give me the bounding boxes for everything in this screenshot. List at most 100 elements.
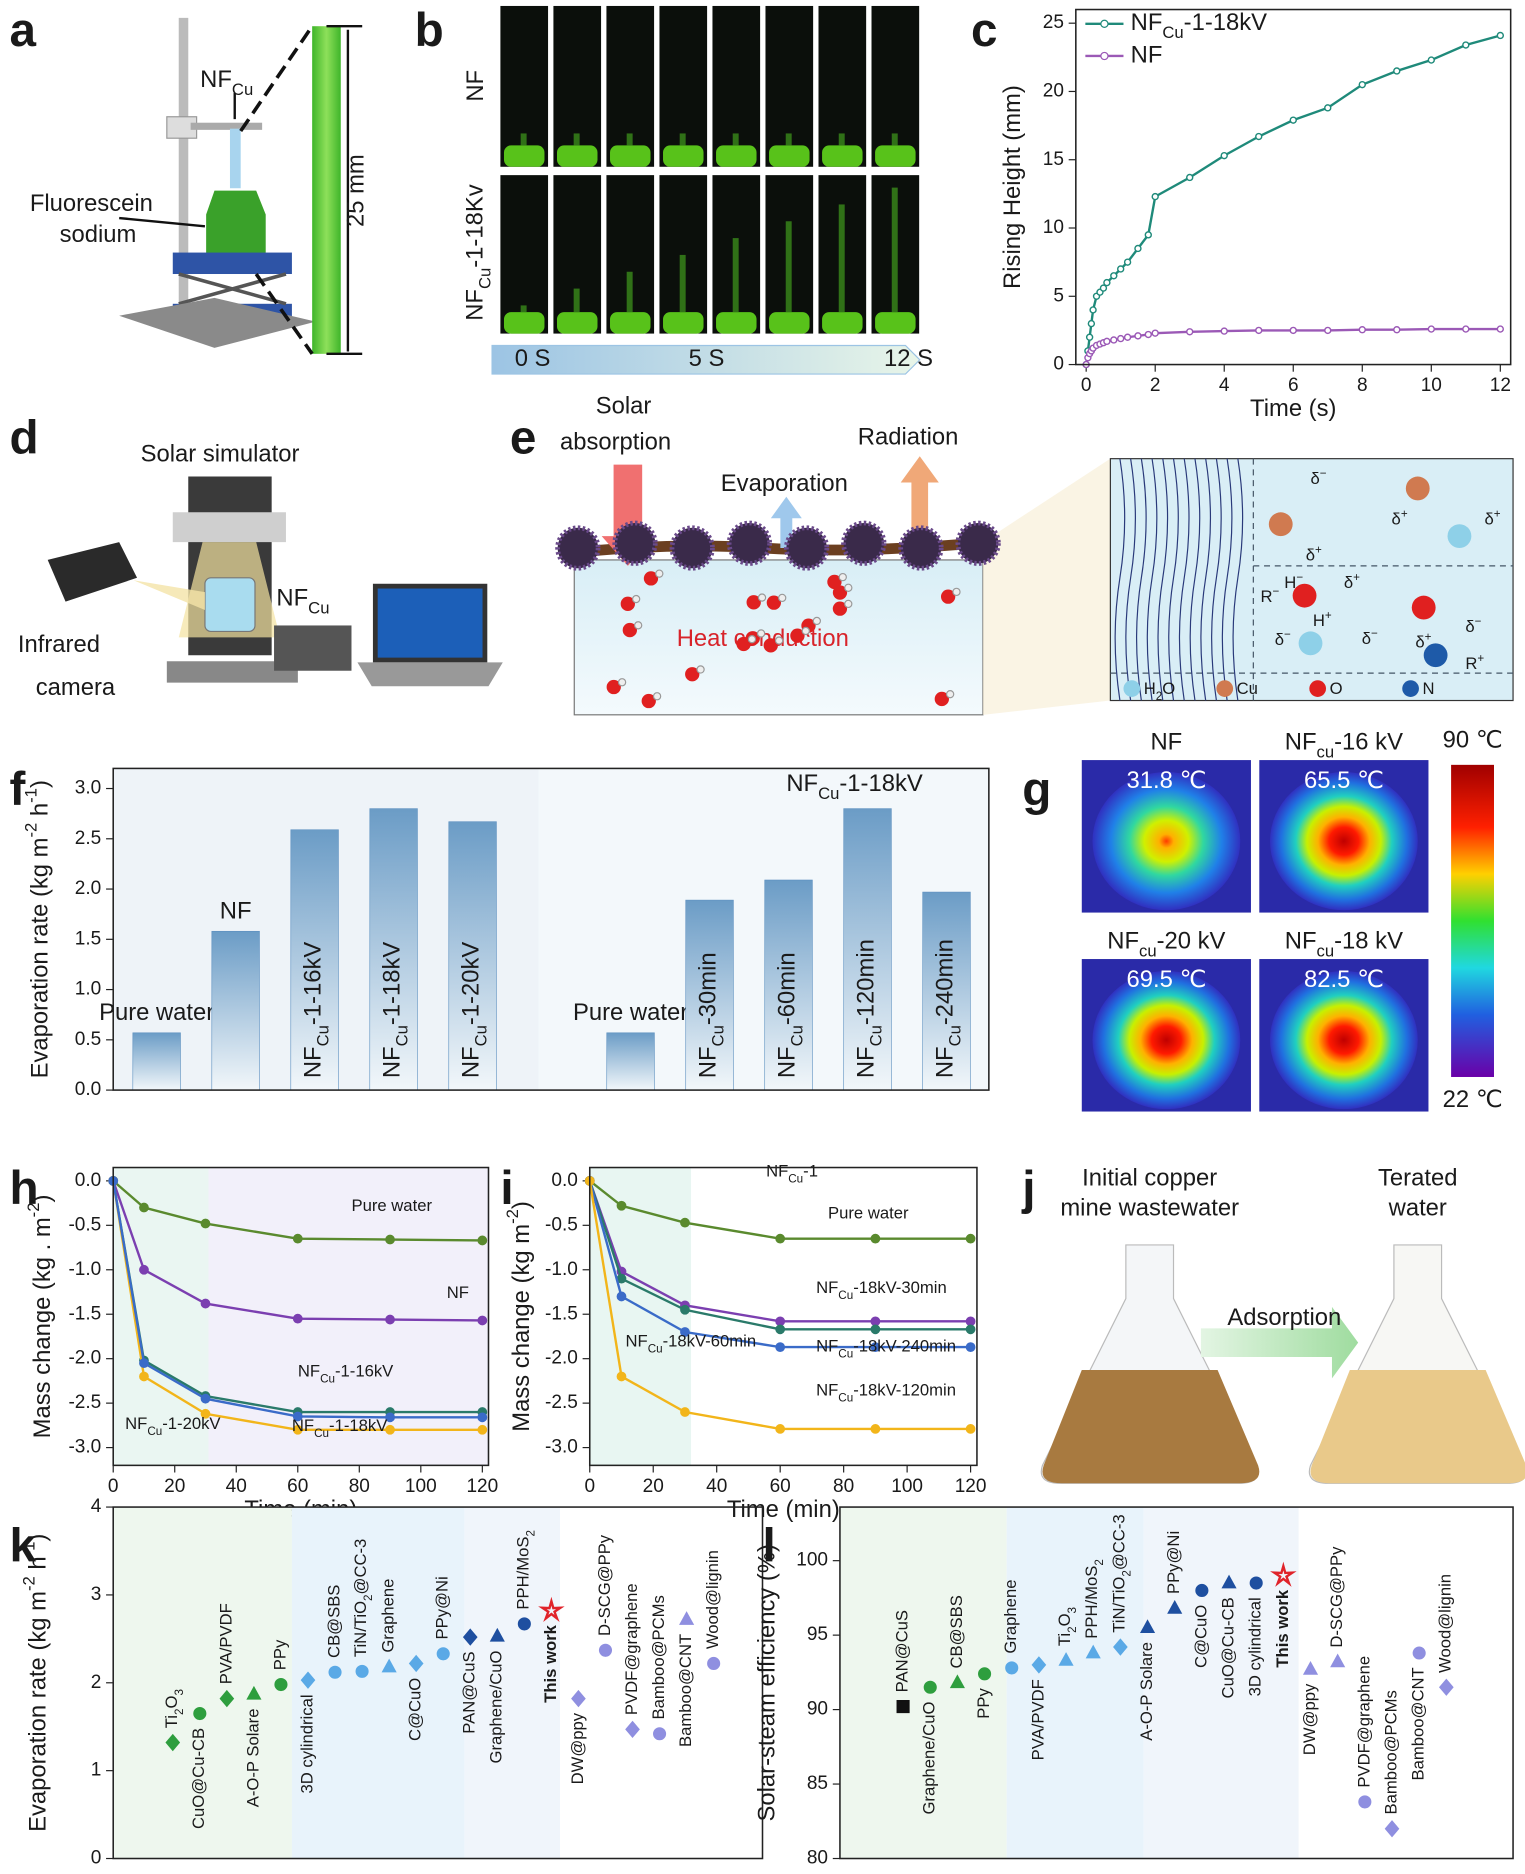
text-part: NF bbox=[1107, 928, 1139, 955]
dye-front bbox=[732, 133, 739, 146]
water-molecule bbox=[790, 628, 805, 643]
water-molecule bbox=[696, 665, 705, 674]
charge-label: δ− bbox=[1311, 467, 1327, 489]
dye-base bbox=[716, 145, 757, 167]
pointer bbox=[119, 216, 206, 228]
marker bbox=[1384, 1820, 1400, 1838]
marker bbox=[598, 1643, 613, 1657]
bar bbox=[132, 1032, 181, 1091]
balance bbox=[166, 661, 298, 683]
text-part: -20 kV bbox=[1157, 928, 1226, 955]
panel-letter: a bbox=[10, 4, 37, 57]
dye-front bbox=[573, 133, 580, 146]
dye-base bbox=[822, 145, 863, 167]
category-label: This work bbox=[541, 1624, 560, 1702]
text-part: -60min bbox=[774, 952, 801, 1025]
category-label: 3D cylindrical bbox=[297, 1694, 316, 1793]
category-label: NFCu-240min bbox=[932, 939, 965, 1078]
x-tick-label: 12 bbox=[1490, 375, 1511, 396]
marker bbox=[381, 1658, 397, 1673]
panel-letter: e bbox=[510, 411, 536, 464]
water-molecule bbox=[622, 622, 637, 638]
x-axis-label: Time (s) bbox=[1250, 395, 1336, 422]
marker bbox=[219, 1689, 235, 1708]
absorber bbox=[555, 525, 601, 571]
series-line bbox=[588, 1180, 971, 1349]
y-tick-label: 1.5 bbox=[75, 928, 101, 949]
category-label: C@CuO bbox=[1191, 1605, 1210, 1668]
x-tick-label: 60 bbox=[287, 1476, 308, 1497]
charge-label: R− bbox=[1260, 585, 1279, 607]
time-label: 0 S bbox=[515, 345, 551, 372]
fiber bbox=[1232, 458, 1244, 701]
category-label: 3D cylindrical bbox=[1246, 1597, 1265, 1696]
text-part: ) bbox=[29, 1195, 56, 1203]
point bbox=[1087, 319, 1096, 328]
fiber bbox=[1211, 458, 1222, 701]
bar bbox=[369, 808, 418, 1091]
text-part: NF bbox=[816, 1337, 838, 1356]
text-part: δ bbox=[1344, 573, 1353, 592]
marker bbox=[1113, 1638, 1128, 1656]
panel-letter: c bbox=[971, 4, 998, 57]
dye-base bbox=[875, 312, 916, 334]
text-part: NF bbox=[276, 585, 308, 612]
text-part: 3 bbox=[1066, 1607, 1079, 1613]
colorbar-label: 22 ℃ bbox=[1443, 1086, 1503, 1113]
water-molecule bbox=[655, 569, 664, 578]
point bbox=[1427, 325, 1435, 333]
marker bbox=[193, 1706, 207, 1721]
point bbox=[477, 1235, 488, 1246]
legend-atom bbox=[1309, 680, 1327, 697]
text-part: Cu bbox=[838, 1289, 853, 1302]
sample-label: water bbox=[1388, 1195, 1447, 1222]
marker bbox=[1167, 1599, 1183, 1614]
y-axis-label: Evaporation rate (kg m-2 h-1) bbox=[19, 1534, 51, 1832]
sample-label: mine wastewater bbox=[1060, 1195, 1239, 1222]
atom bbox=[1292, 583, 1317, 608]
series-line bbox=[112, 1180, 483, 1322]
point bbox=[385, 1412, 395, 1423]
point bbox=[1186, 173, 1194, 182]
atom bbox=[1298, 631, 1323, 656]
dye-front bbox=[838, 133, 845, 146]
point bbox=[1255, 326, 1263, 335]
marker bbox=[896, 1700, 910, 1714]
category-label: PPH/MoS2 bbox=[1083, 1559, 1106, 1639]
water-molecule bbox=[606, 679, 621, 695]
category-label: NFCu-120min bbox=[853, 939, 886, 1078]
text-part: NF bbox=[932, 1046, 959, 1078]
text-part: 2 bbox=[362, 1594, 375, 1600]
text-part: + bbox=[1401, 507, 1408, 520]
text-part: NF bbox=[300, 1046, 327, 1078]
dye-label: Fluorescein bbox=[30, 190, 153, 217]
dye-front bbox=[732, 238, 739, 313]
dye-front bbox=[520, 305, 527, 313]
arm bbox=[190, 122, 263, 130]
water-molecule bbox=[774, 636, 784, 645]
x-tick-label: 100 bbox=[891, 1476, 923, 1497]
point bbox=[680, 1327, 690, 1337]
plot-bg bbox=[291, 1507, 465, 1859]
category-label: PVA/PVDF bbox=[1028, 1679, 1047, 1760]
thermal-spot bbox=[1270, 771, 1418, 911]
annotation: NFCu-1-18kV bbox=[786, 770, 923, 803]
marker bbox=[165, 1733, 181, 1752]
point bbox=[1220, 151, 1228, 160]
series-line bbox=[112, 1180, 483, 1431]
text-part: NF bbox=[200, 66, 232, 93]
panel-letter: g bbox=[1022, 763, 1051, 816]
water-molecule bbox=[934, 691, 949, 707]
text-part: 2 bbox=[172, 1708, 185, 1714]
text-part: NF bbox=[786, 770, 818, 797]
text-part: R bbox=[1260, 587, 1272, 606]
category-label: Pure water bbox=[573, 999, 688, 1026]
plot-bg bbox=[113, 1507, 292, 1859]
marker bbox=[707, 1656, 721, 1671]
panel-letter: d bbox=[10, 411, 39, 464]
fiber bbox=[1178, 458, 1190, 701]
category-label: Ti2O3 bbox=[1055, 1607, 1078, 1646]
point bbox=[139, 1264, 149, 1275]
marker bbox=[679, 1611, 695, 1625]
y-tick-label: 2 bbox=[91, 1672, 102, 1693]
